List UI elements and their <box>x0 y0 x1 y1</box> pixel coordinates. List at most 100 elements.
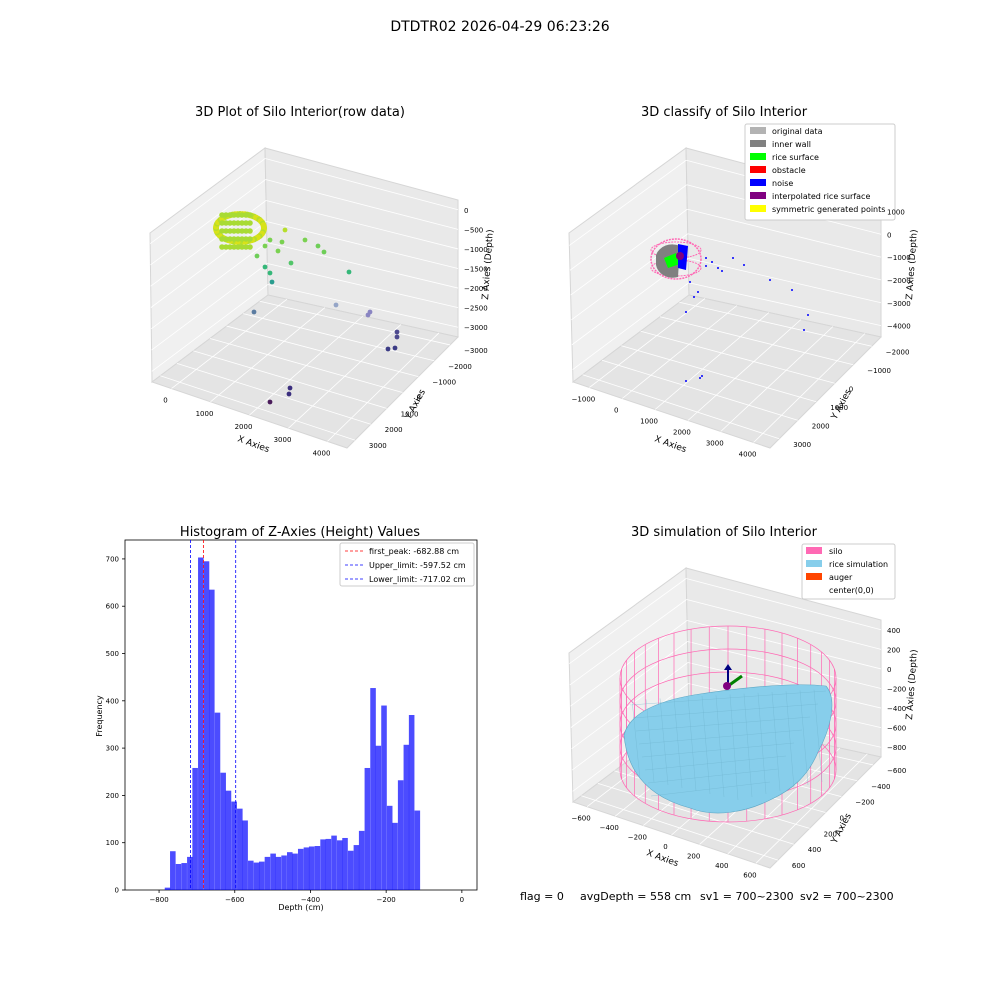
point <box>239 212 245 218</box>
footer-sv1: sv1 = 700~2300 <box>700 890 794 903</box>
legend-swatch <box>750 179 766 186</box>
histogram-bar <box>308 846 315 890</box>
histogram-bar <box>214 712 221 890</box>
mesh-line <box>799 690 809 786</box>
point <box>239 228 245 234</box>
noise-point <box>721 270 723 272</box>
histogram-bar <box>170 851 176 890</box>
noise-point <box>743 264 745 266</box>
histogram-bar <box>381 705 387 890</box>
panel4-tick-labels: −600−400−2000200400600−600−400−200020040… <box>571 627 906 880</box>
noise-point <box>685 380 687 382</box>
point <box>231 228 237 234</box>
z-tick-label: 0 <box>464 207 468 215</box>
point <box>223 220 229 226</box>
legend-label: rice surface <box>772 153 819 162</box>
legend-label: obstacle <box>772 166 806 175</box>
panel-3d-raw: 3D Plot of Silo Interior(row data) X Axi… <box>149 105 496 457</box>
histogram-bar <box>181 863 187 890</box>
histogram-bar <box>164 887 171 890</box>
point <box>231 220 237 226</box>
noise-point <box>697 291 699 293</box>
x-tick-label: 2000 <box>673 429 691 437</box>
point <box>247 236 253 242</box>
mesh-line <box>647 768 779 784</box>
histogram-x-tick: 0 <box>460 896 464 904</box>
panel1-floor-pane <box>150 294 459 449</box>
histogram-bar <box>303 847 310 890</box>
mesh-line <box>687 696 697 792</box>
point <box>260 223 267 230</box>
mesh-line <box>743 693 753 798</box>
point <box>227 236 233 242</box>
histogram-x-tick: −200 <box>377 896 396 904</box>
histogram-bar <box>364 767 371 890</box>
auger-center-marker <box>723 664 743 690</box>
point <box>219 212 225 218</box>
y-tick-label: −400 <box>871 783 890 791</box>
panel-3d-simulation: 3D simulation of Silo Interior silo rice … <box>568 525 920 880</box>
point <box>287 385 293 391</box>
y-tick-label: 0 <box>417 395 421 403</box>
histogram-bar <box>220 772 226 890</box>
y-tick-label: −1000 <box>432 379 456 387</box>
histogram-bar <box>403 744 410 890</box>
histogram-bar <box>203 561 210 890</box>
histogram-legend: first_peak: -682.88 cm Upper_limit: -597.… <box>339 542 475 587</box>
legend-swatch <box>750 192 766 199</box>
point <box>385 346 391 352</box>
histogram-bars <box>164 557 421 890</box>
z-tick-label: −200 <box>887 686 906 694</box>
histogram-bar <box>270 853 276 890</box>
point <box>243 244 249 250</box>
z-tick-label: −600 <box>887 725 906 733</box>
y-tick-label: 200 <box>824 830 837 838</box>
histogram-bar <box>198 557 204 890</box>
histogram-y-tick: 0 <box>115 887 119 895</box>
z-tick-label: −3000 <box>887 300 911 308</box>
mesh-line <box>644 755 787 771</box>
histogram-bar <box>408 715 415 890</box>
point <box>243 212 249 218</box>
point <box>243 228 249 234</box>
point <box>231 212 237 218</box>
noise-point <box>711 261 713 263</box>
mesh-line <box>701 695 711 795</box>
point <box>239 244 245 250</box>
histogram-bar <box>248 860 254 890</box>
x-tick-label: −200 <box>628 834 647 842</box>
mesh-line <box>785 691 795 789</box>
point <box>302 237 308 243</box>
y-tick-label: 0 <box>840 815 844 823</box>
mesh-line <box>650 781 771 797</box>
mesh-line <box>715 695 725 798</box>
point <box>239 220 245 226</box>
noise-point <box>807 314 809 316</box>
histogram-bar <box>231 801 237 890</box>
y-tick-label: 600 <box>792 862 805 870</box>
noise-point <box>693 296 695 298</box>
rice-simulation-surface <box>623 684 833 814</box>
mesh-line <box>635 716 811 732</box>
y-tick-label: −3000 <box>464 347 488 355</box>
mesh-line <box>629 690 827 706</box>
histogram-y-tick: 200 <box>106 792 119 800</box>
histogram-x-tick: −600 <box>225 896 244 904</box>
z-tick-label: 1000 <box>887 208 905 216</box>
histogram-bar <box>347 850 354 890</box>
point <box>279 239 285 245</box>
histogram-bar <box>320 839 326 890</box>
x-tick-label: 400 <box>715 862 728 870</box>
point <box>219 236 225 242</box>
point <box>219 228 225 234</box>
mesh-line <box>631 699 641 780</box>
histogram-bar <box>331 835 337 890</box>
point <box>247 228 253 234</box>
point <box>275 248 281 254</box>
z-tick-label: −3000 <box>464 324 488 332</box>
histogram-axes: −800 −600 −400 −200 0 0 100 200 300 400 500 600 700 <box>106 555 464 904</box>
z-tick-label: −1000 <box>464 246 488 254</box>
y-tick-label: 3000 <box>369 442 387 450</box>
y-tick-label: −2000 <box>448 363 472 371</box>
noise-point <box>791 289 793 291</box>
